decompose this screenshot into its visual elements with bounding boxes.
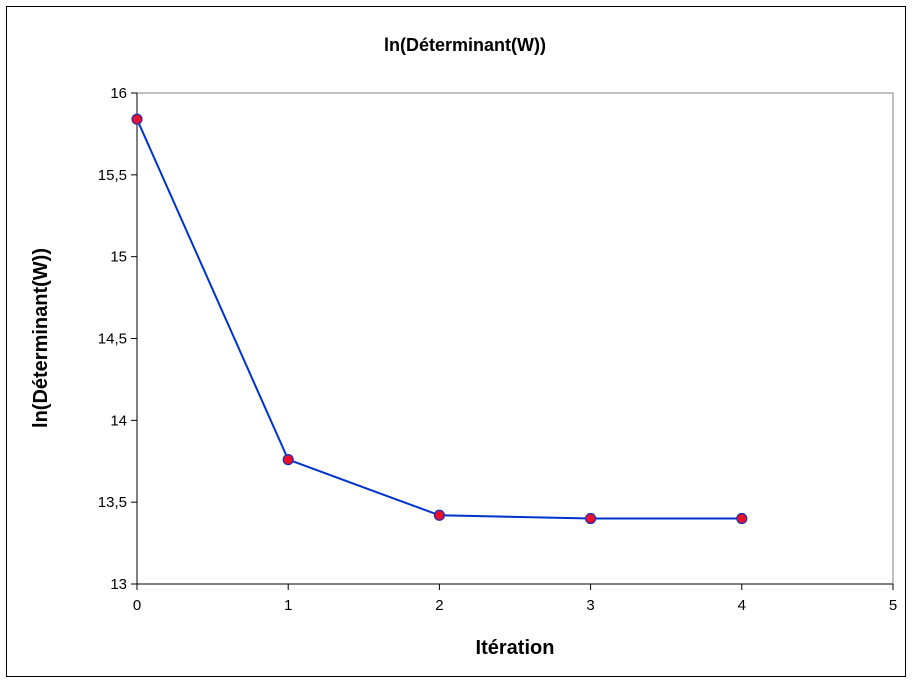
x-tick-label: 3: [586, 597, 594, 614]
data-point: [282, 454, 294, 466]
data-point: [584, 512, 597, 525]
y-tick-label: 14: [110, 412, 127, 429]
data-point: [736, 512, 748, 525]
x-tick-label: 5: [889, 597, 897, 614]
x-tick-label: 2: [435, 597, 443, 614]
x-axis: 0 1 2 3 4 5: [133, 583, 897, 614]
y-tick-label: 15: [110, 249, 127, 266]
y-tick-label: 13,5: [98, 494, 127, 511]
y-axis: 13 13,5 14 14,5 15 15,5 16: [98, 85, 138, 593]
series-line: [136, 118, 742, 520]
line-chart: ln(Déterminant(W)) 1313,51414,51515,516 …: [30, 35, 897, 659]
series-group: [131, 113, 748, 525]
y-tick-label: 13: [110, 576, 127, 593]
y-axis-label: ln(Déterminant(W)): [30, 248, 52, 428]
data-point: [131, 113, 143, 125]
x-tick-label: 4: [738, 597, 746, 614]
chart-title: ln(Déterminant(W)): [384, 35, 546, 55]
y-tick-label: 16: [110, 85, 127, 102]
x-tick-label: 1: [284, 597, 292, 614]
chart-frame: ln(Déterminant(W)) 13 13,5 14 14,5 15 15,5 16 …: [6, 6, 906, 677]
data-point: [433, 509, 445, 521]
y-tick-label: 14,5: [98, 331, 127, 348]
x-tick-label: 0: [133, 597, 141, 614]
y-tick-label: 15,5: [98, 167, 127, 184]
plot-area: [136, 92, 894, 585]
x-axis-label: Itération: [476, 637, 555, 659]
